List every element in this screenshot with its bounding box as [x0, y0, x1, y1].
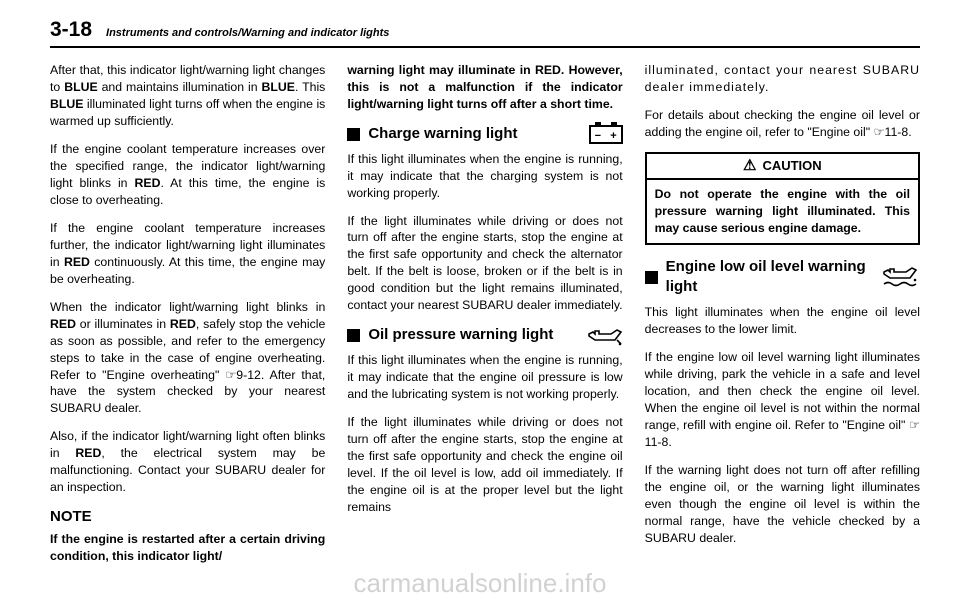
- paragraph: This light illuminates when the engine o…: [645, 304, 920, 338]
- paragraph: After that, this indicator light/warning…: [50, 62, 325, 130]
- note-body: If the engine is restarted after a certa…: [50, 531, 325, 565]
- paragraph: For details about checking the engine oi…: [645, 107, 920, 141]
- section-heading-charge: Charge warning light − +: [347, 124, 622, 145]
- bullet-square-icon: [347, 128, 360, 141]
- page-header: 3-18 Instruments and controls/Warning an…: [50, 18, 920, 42]
- breadcrumb: Instruments and controls/Warning and ind…: [106, 27, 389, 39]
- paragraph: If this light illuminates when the engin…: [347, 151, 622, 202]
- bullet-square-icon: [645, 271, 658, 284]
- battery-icon: − +: [589, 125, 623, 144]
- paragraph: If the light illuminates while driving o…: [347, 213, 622, 315]
- paragraph-continuation: warning light may illuminate in RED. How…: [347, 62, 622, 113]
- content-columns: After that, this indicator light/warning…: [50, 62, 920, 565]
- paragraph: Also, if the indicator light/warning lig…: [50, 428, 325, 496]
- caution-body: Do not operate the engine with the oil p…: [647, 180, 918, 243]
- caution-label: CAUTION: [762, 157, 821, 175]
- paragraph-continuation: illuminated, contact your nearest SUBARU…: [645, 62, 920, 96]
- paragraph: If the engine coolant temperature increa…: [50, 141, 325, 209]
- paragraph: If the warning light does not turn off a…: [645, 462, 920, 547]
- page-number: 3-18: [50, 18, 92, 42]
- battery-plus: +: [610, 129, 616, 144]
- paragraph: If the engine low oil level warning ligh…: [645, 349, 920, 451]
- paragraph: If the engine coolant temperature increa…: [50, 220, 325, 288]
- note-heading: NOTE: [50, 507, 325, 528]
- header-rule: [50, 46, 920, 48]
- paragraph: If this light illuminates when the engin…: [347, 352, 622, 403]
- column-2: warning light may illuminate in RED. How…: [347, 62, 622, 565]
- oil-can-icon: [587, 326, 623, 346]
- column-3: illuminated, contact your nearest SUBARU…: [645, 62, 920, 565]
- section-heading-low-oil: Engine low oil level warning light: [645, 257, 920, 298]
- paragraph: If the light illuminates while driving o…: [347, 414, 622, 516]
- bullet-square-icon: [347, 329, 360, 342]
- oil-can-wavy-icon: [882, 266, 920, 288]
- caution-box: ⚠ CAUTION Do not operate the engine with…: [645, 152, 920, 245]
- section-title: Charge warning light: [368, 124, 580, 145]
- paragraph: When the indicator light/warning light b…: [50, 299, 325, 418]
- section-title: Oil pressure warning light: [368, 325, 578, 346]
- section-heading-oil-pressure: Oil pressure warning light: [347, 325, 622, 346]
- section-title: Engine low oil level warning light: [666, 257, 874, 298]
- manual-page: 3-18 Instruments and controls/Warning an…: [0, 0, 960, 585]
- caution-title: ⚠ CAUTION: [647, 154, 918, 180]
- column-1: After that, this indicator light/warning…: [50, 62, 325, 565]
- warning-triangle-icon: ⚠: [743, 158, 756, 173]
- battery-minus: −: [595, 129, 601, 144]
